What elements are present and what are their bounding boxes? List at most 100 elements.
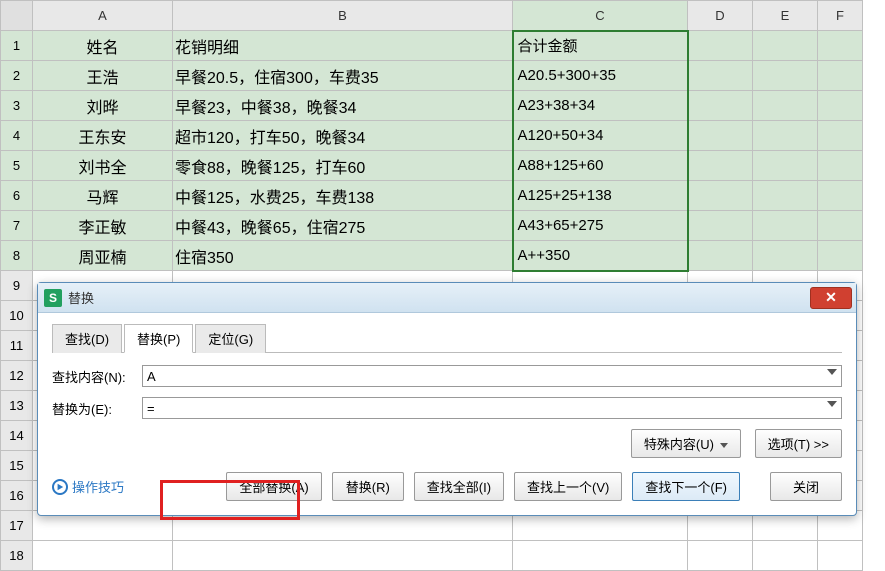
row-header[interactable]: 17 [1, 511, 33, 541]
cell-E3[interactable] [753, 91, 818, 121]
cell-A4[interactable]: 王东安 [33, 121, 173, 151]
table-row: 6马辉中餐125，水费25，车费138A125+25+138 [1, 181, 863, 211]
cell-A7[interactable]: 李正敏 [33, 211, 173, 241]
row-header[interactable]: 3 [1, 91, 33, 121]
find-all-button[interactable]: 查找全部(I) [414, 472, 504, 501]
row-header[interactable]: 14 [1, 421, 33, 451]
cell-D1[interactable] [688, 31, 753, 61]
row-header[interactable]: 7 [1, 211, 33, 241]
cell-A2[interactable]: 王浩 [33, 61, 173, 91]
replace-all-button[interactable]: 全部替换(A) [226, 472, 321, 501]
cell-C5[interactable]: A88+125+60 [513, 151, 688, 181]
cell-B8[interactable]: 住宿350 [173, 241, 513, 271]
row-header[interactable]: 15 [1, 451, 33, 481]
close-icon[interactable]: ✕ [810, 287, 852, 309]
cell-E5[interactable] [753, 151, 818, 181]
col-header-C[interactable]: C [513, 1, 688, 31]
corner-cell[interactable] [1, 1, 33, 31]
row-header[interactable]: 12 [1, 361, 33, 391]
row-header[interactable]: 18 [1, 541, 33, 571]
cell-F4[interactable] [818, 121, 863, 151]
cell-E2[interactable] [753, 61, 818, 91]
cell-A1[interactable]: 姓名 [33, 31, 173, 61]
cell-B18[interactable] [173, 541, 513, 571]
cell-F2[interactable] [818, 61, 863, 91]
cell-F18[interactable] [818, 541, 863, 571]
row-header[interactable]: 2 [1, 61, 33, 91]
cell-C6[interactable]: A125+25+138 [513, 181, 688, 211]
row-header[interactable]: 11 [1, 331, 33, 361]
row-header[interactable]: 6 [1, 181, 33, 211]
cell-F6[interactable] [818, 181, 863, 211]
cell-C7[interactable]: A43+65+275 [513, 211, 688, 241]
cell-C3[interactable]: A23+38+34 [513, 91, 688, 121]
cell-E1[interactable] [753, 31, 818, 61]
find-prev-button[interactable]: 查找上一个(V) [514, 472, 622, 501]
cell-B7[interactable]: 中餐43，晚餐65，住宿275 [173, 211, 513, 241]
cell-F7[interactable] [818, 211, 863, 241]
cell-B6[interactable]: 中餐125，水费25，车费138 [173, 181, 513, 211]
cell-B5[interactable]: 零食88，晚餐125，打车60 [173, 151, 513, 181]
cell-D3[interactable] [688, 91, 753, 121]
tab-replace[interactable]: 替换(P) [124, 324, 193, 353]
tips-link[interactable]: 操作技巧 [52, 477, 124, 496]
special-content-button[interactable]: 特殊内容(U) [631, 429, 741, 458]
cell-B3[interactable]: 早餐23，中餐38，晚餐34 [173, 91, 513, 121]
chevron-down-icon[interactable] [827, 401, 837, 407]
cell-B2[interactable]: 早餐20.5，住宿300，车费35 [173, 61, 513, 91]
find-what-input[interactable]: A [142, 365, 842, 387]
replace-button[interactable]: 替换(R) [332, 472, 404, 501]
row-header[interactable]: 9 [1, 271, 33, 301]
col-header-B[interactable]: B [173, 1, 513, 31]
col-header-E[interactable]: E [753, 1, 818, 31]
row-header[interactable]: 4 [1, 121, 33, 151]
tab-locate[interactable]: 定位(G) [195, 324, 266, 353]
cell-D5[interactable] [688, 151, 753, 181]
play-icon [52, 479, 68, 495]
cell-A8[interactable]: 周亚楠 [33, 241, 173, 271]
cell-E6[interactable] [753, 181, 818, 211]
chevron-down-icon[interactable] [827, 369, 837, 375]
replace-with-input[interactable]: = [142, 397, 842, 419]
cell-E4[interactable] [753, 121, 818, 151]
cell-D2[interactable] [688, 61, 753, 91]
cell-F3[interactable] [818, 91, 863, 121]
row-header[interactable]: 13 [1, 391, 33, 421]
cell-E8[interactable] [753, 241, 818, 271]
col-header-F[interactable]: F [818, 1, 863, 31]
table-row: 18 [1, 541, 863, 571]
col-header-D[interactable]: D [688, 1, 753, 31]
cell-C2[interactable]: A20.5+300+35 [513, 61, 688, 91]
cell-A18[interactable] [33, 541, 173, 571]
cell-C18[interactable] [513, 541, 688, 571]
cell-C4[interactable]: A120+50+34 [513, 121, 688, 151]
tab-find[interactable]: 查找(D) [52, 324, 122, 353]
row-header[interactable]: 10 [1, 301, 33, 331]
find-next-button[interactable]: 查找下一个(F) [632, 472, 740, 501]
cell-C8[interactable]: A++350 [513, 241, 688, 271]
cell-D4[interactable] [688, 121, 753, 151]
cell-E18[interactable] [753, 541, 818, 571]
dialog-titlebar[interactable]: S 替换 ✕ [38, 283, 856, 313]
cell-D6[interactable] [688, 181, 753, 211]
row-header[interactable]: 1 [1, 31, 33, 61]
row-header[interactable]: 8 [1, 241, 33, 271]
cell-D18[interactable] [688, 541, 753, 571]
cell-D7[interactable] [688, 211, 753, 241]
cell-A6[interactable]: 马辉 [33, 181, 173, 211]
cell-F1[interactable] [818, 31, 863, 61]
cell-C1[interactable]: 合计金额 [513, 31, 688, 61]
row-header[interactable]: 5 [1, 151, 33, 181]
close-button[interactable]: 关闭 [770, 472, 842, 501]
cell-A3[interactable]: 刘晔 [33, 91, 173, 121]
cell-D8[interactable] [688, 241, 753, 271]
cell-B1[interactable]: 花销明细 [173, 31, 513, 61]
cell-F8[interactable] [818, 241, 863, 271]
options-button[interactable]: 选项(T) >> [755, 429, 842, 458]
row-header[interactable]: 16 [1, 481, 33, 511]
cell-A5[interactable]: 刘书全 [33, 151, 173, 181]
col-header-A[interactable]: A [33, 1, 173, 31]
cell-E7[interactable] [753, 211, 818, 241]
cell-F5[interactable] [818, 151, 863, 181]
cell-B4[interactable]: 超市120，打车50，晚餐34 [173, 121, 513, 151]
